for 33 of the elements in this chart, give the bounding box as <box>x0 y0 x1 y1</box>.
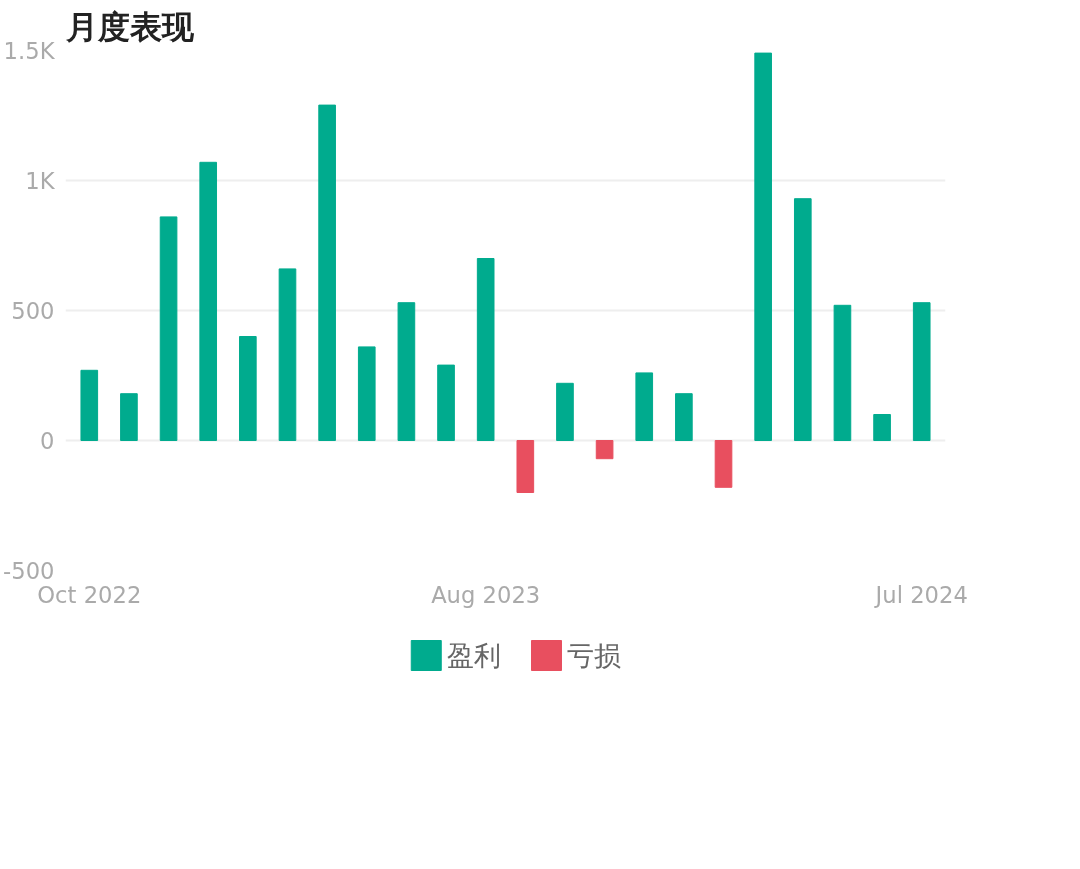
legend-label: 亏损 <box>566 640 621 671</box>
bar <box>318 104 336 441</box>
bar <box>833 304 852 441</box>
x-tick-label: Jul 2024 <box>873 581 968 608</box>
bar <box>80 369 99 441</box>
bar <box>239 336 257 441</box>
bar <box>357 346 376 441</box>
bar <box>635 372 654 441</box>
bar <box>912 302 931 441</box>
bar <box>556 382 574 441</box>
bar <box>476 258 495 441</box>
bar <box>159 216 178 441</box>
x-tick-label: Aug 2023 <box>431 581 541 608</box>
bar <box>595 440 614 460</box>
bar <box>120 393 138 441</box>
bar <box>675 393 693 441</box>
bar <box>437 364 455 441</box>
bar <box>793 198 812 441</box>
legend-label: 盈利 <box>446 640 501 671</box>
bar <box>278 268 297 441</box>
y-tick-label: 0 <box>40 427 55 454</box>
y-tick-label: 1K <box>25 167 56 194</box>
x-tick-label: Oct 2022 <box>37 581 142 608</box>
bar <box>714 440 733 488</box>
bar <box>873 414 891 441</box>
bar <box>397 302 416 441</box>
y-tick-label: -500 <box>3 557 55 584</box>
bar <box>199 161 218 441</box>
bar <box>754 52 772 441</box>
chart-title: 月度表现 <box>64 7 195 46</box>
bar <box>516 440 535 493</box>
y-tick-label: 1.5K <box>3 37 56 64</box>
y-tick-label: 500 <box>11 297 55 324</box>
